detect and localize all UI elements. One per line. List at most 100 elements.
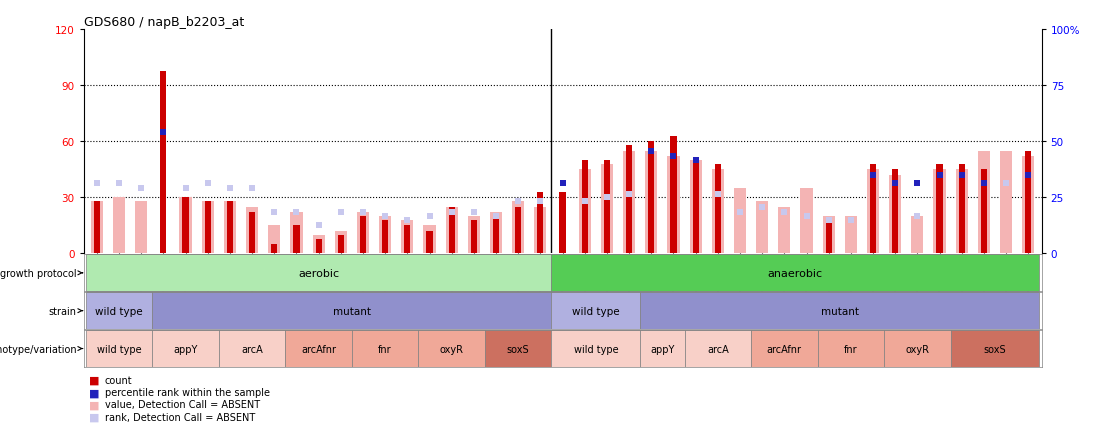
- Bar: [535, 207, 547, 254]
- Bar: [113, 198, 125, 254]
- Text: wild type: wild type: [97, 344, 141, 354]
- Bar: [490, 213, 502, 254]
- Bar: [356, 213, 369, 254]
- Bar: [468, 217, 480, 254]
- Bar: [645, 151, 657, 254]
- Text: wild type: wild type: [95, 306, 143, 316]
- Bar: [427, 231, 432, 254]
- Text: oxyR: oxyR: [440, 344, 463, 354]
- Bar: [889, 176, 901, 254]
- Bar: [911, 217, 924, 254]
- Bar: [734, 189, 746, 254]
- Text: wild type: wild type: [571, 306, 619, 316]
- Bar: [801, 189, 812, 254]
- Bar: [153, 293, 551, 329]
- Text: wild type: wild type: [574, 344, 618, 354]
- Text: GDS680 / napB_b2203_at: GDS680 / napB_b2203_at: [84, 16, 244, 29]
- Bar: [419, 330, 485, 367]
- Bar: [423, 226, 436, 254]
- Bar: [648, 142, 654, 254]
- Bar: [578, 170, 590, 254]
- Bar: [492, 217, 499, 254]
- Bar: [559, 192, 566, 254]
- Text: percentile rank within the sample: percentile rank within the sample: [105, 388, 270, 397]
- Bar: [715, 164, 721, 254]
- Text: count: count: [105, 375, 133, 385]
- Bar: [471, 220, 477, 254]
- Text: ■: ■: [89, 412, 99, 421]
- Bar: [582, 161, 588, 254]
- Bar: [293, 226, 300, 254]
- Bar: [224, 202, 236, 254]
- Bar: [870, 164, 876, 254]
- Bar: [86, 293, 153, 329]
- Text: arcAfnr: arcAfnr: [301, 344, 336, 354]
- Text: arcA: arcA: [707, 344, 729, 354]
- Bar: [892, 170, 898, 254]
- Bar: [291, 213, 303, 254]
- Text: ■: ■: [89, 400, 99, 409]
- Text: growth protocol: growth protocol: [0, 268, 82, 278]
- Bar: [90, 202, 102, 254]
- Bar: [160, 71, 166, 254]
- Text: mutant: mutant: [333, 306, 371, 316]
- Bar: [779, 207, 791, 254]
- Bar: [379, 217, 391, 254]
- Bar: [623, 151, 635, 254]
- Bar: [978, 151, 990, 254]
- Bar: [338, 235, 344, 254]
- Bar: [867, 170, 879, 254]
- Text: appY: appY: [174, 344, 198, 354]
- Bar: [1000, 151, 1013, 254]
- Bar: [934, 170, 946, 254]
- Bar: [404, 226, 410, 254]
- Text: soxS: soxS: [984, 344, 1006, 354]
- Bar: [641, 330, 684, 367]
- Bar: [937, 164, 942, 254]
- Bar: [268, 226, 281, 254]
- Bar: [153, 330, 218, 367]
- Text: mutant: mutant: [821, 306, 859, 316]
- Bar: [512, 202, 525, 254]
- Bar: [360, 217, 367, 254]
- Bar: [959, 164, 965, 254]
- Bar: [246, 207, 258, 254]
- Bar: [449, 207, 455, 254]
- Bar: [822, 217, 834, 254]
- Bar: [183, 198, 188, 254]
- Bar: [844, 217, 857, 254]
- Bar: [1023, 157, 1035, 254]
- Bar: [86, 330, 153, 367]
- Bar: [352, 330, 419, 367]
- Bar: [684, 330, 751, 367]
- Bar: [382, 220, 389, 254]
- Text: oxyR: oxyR: [906, 344, 929, 354]
- Text: soxS: soxS: [507, 344, 529, 354]
- Bar: [600, 164, 613, 254]
- Bar: [218, 330, 285, 367]
- Bar: [401, 220, 413, 254]
- Bar: [885, 330, 950, 367]
- Bar: [135, 202, 147, 254]
- Bar: [551, 330, 641, 367]
- Bar: [315, 239, 322, 254]
- Bar: [950, 330, 1039, 367]
- Bar: [756, 202, 769, 254]
- Text: ■: ■: [89, 388, 99, 397]
- Bar: [202, 202, 214, 254]
- Bar: [712, 170, 724, 254]
- Bar: [626, 146, 633, 254]
- Bar: [285, 330, 352, 367]
- Bar: [1025, 151, 1032, 254]
- Text: fnr: fnr: [379, 344, 392, 354]
- Text: appY: appY: [651, 344, 675, 354]
- Bar: [179, 198, 192, 254]
- Text: value, Detection Call = ABSENT: value, Detection Call = ABSENT: [105, 400, 260, 409]
- Bar: [205, 202, 211, 254]
- Bar: [751, 330, 818, 367]
- Text: strain: strain: [49, 306, 82, 316]
- Bar: [818, 330, 885, 367]
- Bar: [671, 137, 676, 254]
- Bar: [641, 293, 1039, 329]
- Text: ■: ■: [89, 375, 99, 385]
